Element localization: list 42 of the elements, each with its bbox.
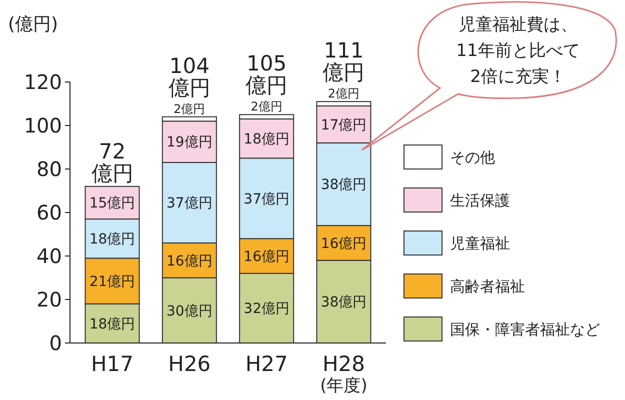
- x-axis-title: (年度): [320, 376, 368, 396]
- legend-label: 児童福祉: [450, 234, 510, 252]
- data-label: 2億円: [328, 86, 360, 101]
- total-label: 104 億円: [168, 54, 210, 100]
- data-label: 32億円: [244, 301, 290, 318]
- total-label: 72 億円: [91, 139, 134, 186]
- total-label: 105 億円: [246, 52, 288, 98]
- data-label: 18億円: [89, 232, 136, 248]
- x-tick-label: H28: [322, 352, 365, 376]
- data-label: 19億円: [166, 134, 212, 151]
- data-label: 38億円: [320, 177, 367, 194]
- data-label: 38億円: [320, 294, 367, 311]
- data-label: 18億円: [244, 131, 290, 148]
- data-label: 16億円: [320, 236, 367, 252]
- x-tick-label: H26: [168, 352, 211, 376]
- y-tick-label: 20: [36, 288, 62, 312]
- y-tick-label: 120: [24, 70, 62, 94]
- data-label: 16億円: [244, 248, 290, 265]
- data-label: 18億円: [89, 316, 136, 332]
- data-label: 21億円: [89, 274, 136, 290]
- data-label: 16億円: [166, 253, 212, 270]
- data-label: 37億円: [166, 196, 212, 212]
- y-tick-label: 60: [36, 200, 62, 224]
- text: 児童福祉費は、 11年前と比べて 2倍に充実！: [456, 15, 580, 87]
- y-tick-label: 80: [36, 157, 62, 181]
- legend-label: 生活保護: [450, 191, 510, 210]
- data-label: 17億円: [320, 117, 367, 134]
- data-label: 37億円: [244, 191, 290, 208]
- legend-label: 国保・障害者福祉など: [450, 320, 600, 338]
- y-axis-title: (億円): [8, 14, 58, 35]
- y-tick-label: 40: [36, 244, 62, 268]
- total-label: 111 億円: [322, 38, 365, 85]
- x-tick-label: H17: [91, 352, 134, 376]
- legend-label: 高齢者福祉: [450, 277, 525, 296]
- data-label: 2億円: [174, 102, 206, 116]
- data-label: 15億円: [89, 196, 136, 212]
- y-tick-label: 100: [24, 114, 62, 138]
- data-label: 2億円: [250, 100, 282, 114]
- legend-label: その他: [450, 148, 495, 166]
- x-tick-label: H27: [245, 352, 288, 376]
- y-tick-label: 0: [49, 331, 62, 355]
- data-label: 30億円: [166, 303, 212, 320]
